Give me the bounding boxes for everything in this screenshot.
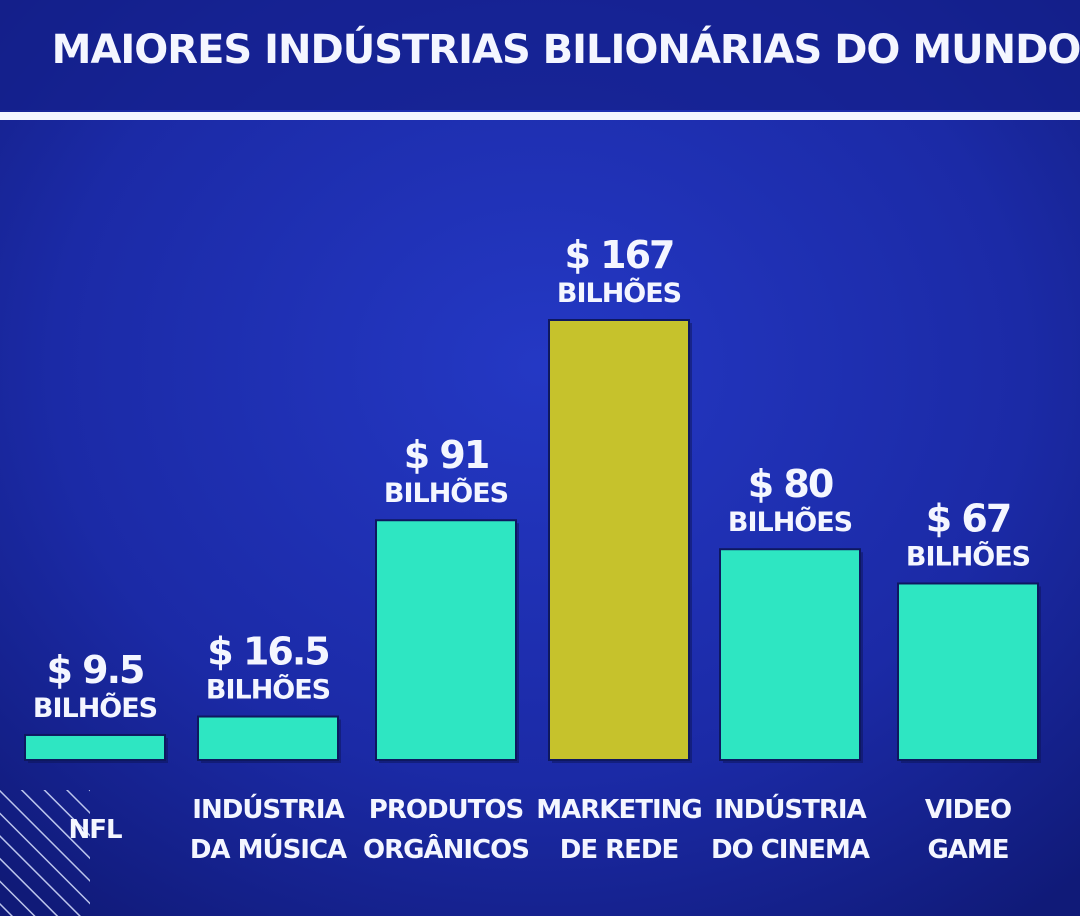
category-label: PRODUTOS [369,795,523,825]
category-label: VIDEO [925,795,1011,825]
bar-value-label: $ 9.5 [47,648,144,692]
bar-value-label: $ 91 [404,433,489,477]
category-label: DE REDE [560,835,679,865]
header-divider [0,112,1080,120]
bar-value-label: $ 16.5 [207,630,328,674]
bar-unit-label: BILHÕES [906,540,1030,572]
bar [719,548,861,761]
category-label: INDÚSTRIA [192,793,344,825]
category-label: INDÚSTRIA [714,793,866,825]
bar-value-label: $ 80 [748,462,833,506]
bar-unit-label: BILHÕES [384,477,508,509]
category-label: GAME [927,835,1008,865]
bar [197,715,339,761]
category-label: ORGÂNICOS [363,833,529,865]
bar-value-label: $ 167 [565,233,674,277]
corner-hatch [0,790,90,916]
bar [897,582,1039,762]
category-label: DA MÚSICA [190,833,347,865]
bar-unit-label: BILHÕES [728,506,852,538]
chart-title: MAIORES INDÚSTRIAS BILIONÁRIAS DO MUNDO [52,25,1080,73]
category-label: DO CINEMA [711,835,870,865]
category-label: MARKETING [536,795,701,825]
bar-unit-label: BILHÕES [557,277,681,309]
bar [548,319,690,761]
bar [24,733,166,761]
header-band [0,0,1080,110]
bar-unit-label: BILHÕES [33,692,157,724]
bar-unit-label: BILHÕES [206,674,330,706]
category-label: NFL [68,815,122,845]
bar-value-label: $ 67 [926,496,1011,540]
bar [375,519,517,761]
